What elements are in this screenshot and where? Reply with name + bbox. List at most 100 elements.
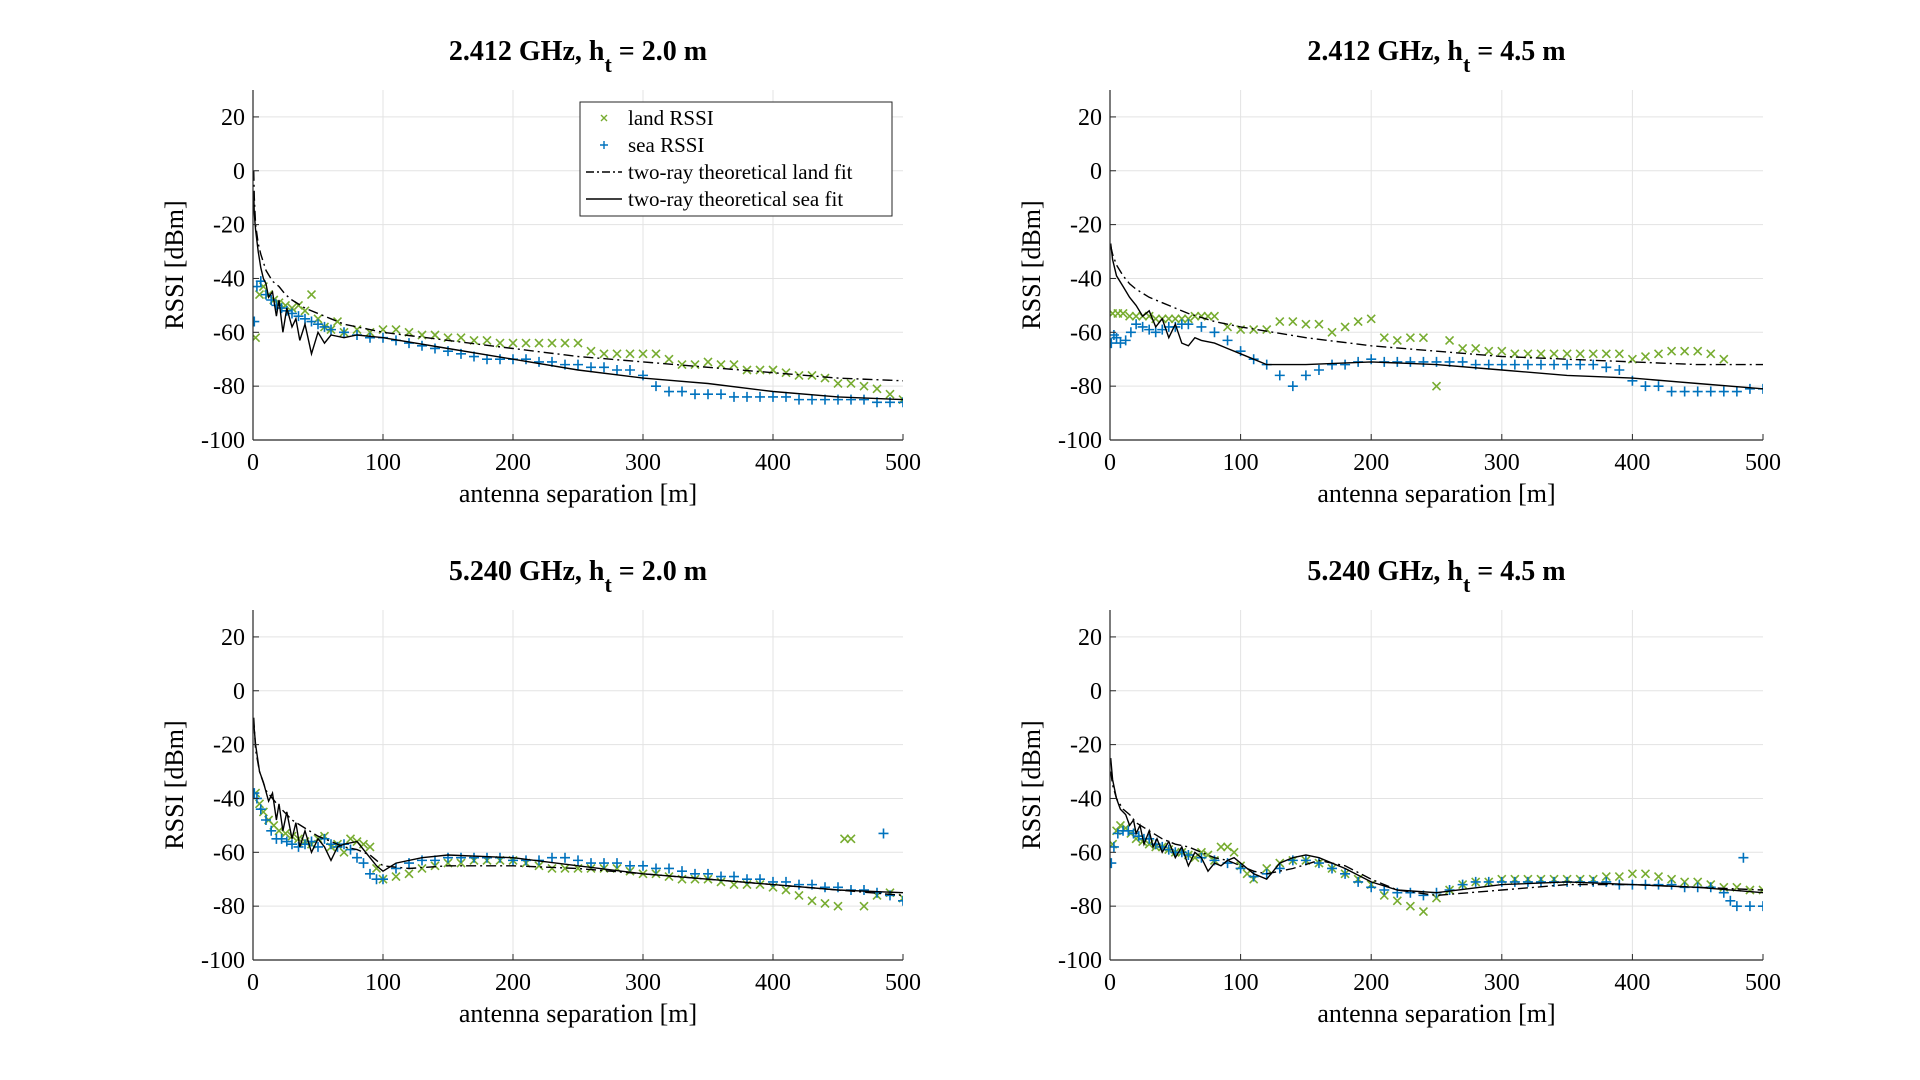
sea-rssi-point (664, 863, 674, 874)
land-rssi-point (332, 316, 343, 327)
x-tick-label: 300 (625, 450, 661, 476)
sea-rssi-point (1457, 356, 1468, 367)
land-rssi-point (846, 834, 856, 844)
land-rssi-point (430, 330, 440, 340)
sea-rssi-point (1274, 863, 1285, 874)
sea-rssi-point (378, 874, 388, 885)
sea-rssi-point (253, 788, 260, 799)
sea-rssi-point (1601, 362, 1612, 373)
sea-rssi-point (358, 858, 369, 869)
sea-rssi-point (573, 359, 583, 370)
sea-rssi-point (266, 295, 277, 305)
sea-rssi-point (755, 391, 765, 402)
sea-rssi-point (1112, 828, 1123, 839)
land-rssi-point (417, 863, 427, 874)
x-tick-label: 400 (1614, 450, 1650, 476)
land-rssi-point (1497, 346, 1507, 356)
sea-rssi-point (612, 365, 622, 375)
sea-rssi-point (573, 855, 583, 866)
y-axis-label: RSSI [dBm] (1017, 200, 1046, 329)
sea-rssi-point (253, 316, 260, 327)
sea-rssi-point (1509, 876, 1520, 887)
y-tick-label: -80 (1070, 894, 1102, 920)
x-tick-label: 100 (365, 970, 401, 996)
chart-title: 5.240 GHz, ht = 4.5 m (1307, 556, 1565, 597)
land-rssi-point (1170, 314, 1180, 324)
sea-rssi-point (482, 354, 492, 365)
land-rssi-point (1118, 308, 1128, 319)
sea-rssi-point (1679, 386, 1690, 397)
land-rssi-point (638, 349, 648, 359)
sea-rssi-point (1392, 356, 1403, 367)
sea-rssi-point (1718, 386, 1729, 397)
land-rssi-point (391, 325, 401, 335)
y-tick-label: -80 (213, 374, 245, 400)
land-rssi-point (560, 863, 570, 874)
sea-rssi-point (482, 852, 492, 863)
land-rssi-point (1484, 346, 1494, 356)
sea-rssi-point (1327, 863, 1338, 874)
x-axis-label: antenna separation [m] (459, 999, 697, 1028)
chart-title: 2.412 GHz, ht = 2.0 m (449, 36, 707, 77)
sea-rssi-point (1183, 319, 1194, 330)
sea-rssi-point (1274, 370, 1285, 381)
sea-rssi-point (1366, 882, 1377, 893)
land-rssi-point (885, 389, 895, 399)
land-rssi-point (1249, 325, 1259, 335)
sea-rssi-point (293, 311, 304, 322)
y-tick-label: -60 (213, 840, 245, 866)
land-rssi-point (1216, 842, 1226, 852)
land-fit-line (253, 717, 903, 897)
sea-rssi-point (417, 340, 427, 351)
land-rssi-point (1640, 869, 1651, 879)
x-tick-label: 0 (247, 450, 259, 476)
x-tick-label: 100 (365, 450, 401, 476)
y-tick-label: 20 (1078, 625, 1102, 651)
sea-rssi-point (898, 895, 903, 906)
legend-entry-label: sea RSSI (628, 133, 704, 157)
land-rssi-point (677, 360, 687, 370)
land-rssi-point (306, 290, 317, 300)
chart-title-main: 2.412 GHz, h (1307, 36, 1463, 67)
plot-area (1110, 243, 1763, 397)
land-rssi-point (1562, 349, 1572, 359)
land-rssi-point (1667, 346, 1677, 356)
legend-entry-label: two-ray theoretical land fit (628, 160, 853, 184)
sea-rssi-point (1731, 386, 1742, 397)
land-rssi-point (1614, 349, 1624, 359)
y-tick-label: 0 (233, 679, 245, 705)
sea-rssi-point (521, 354, 531, 365)
land-rssi-point (1327, 327, 1337, 337)
land-rssi-point (1392, 896, 1402, 906)
sea-rssi-point (1235, 863, 1246, 874)
sea-fit-line (1110, 758, 1763, 894)
land-rssi-point (586, 863, 596, 874)
x-tick-label: 200 (495, 970, 531, 996)
land-rssi-point (1314, 319, 1324, 329)
legend-sea-marker (600, 141, 608, 149)
land-rssi-point (1340, 322, 1350, 332)
y-tick-label: 20 (221, 105, 245, 131)
chart-panel-4: 0 100 200 300 400 500 -100 -80 -60 -40 -20 0 20 anten… (1017, 556, 1781, 1028)
land-rssi-point (1405, 901, 1415, 911)
sea-rssi-point (1575, 359, 1586, 370)
land-rssi-point (586, 346, 596, 356)
land-rssi-point (253, 333, 261, 343)
land-rssi-point (1392, 335, 1402, 345)
sea-fit-line (253, 723, 903, 894)
x-tick-label: 200 (1353, 450, 1389, 476)
x-tick-label: 500 (885, 450, 921, 476)
land-rssi-point (573, 338, 583, 348)
sea-rssi-point (898, 397, 903, 408)
land-rssi-point (1418, 333, 1429, 343)
sea-rssi-point (1640, 381, 1651, 392)
land-rssi-point (1693, 877, 1703, 887)
y-tick-label: 20 (221, 625, 245, 651)
y-axis-label: RSSI [dBm] (160, 720, 189, 849)
sea-rssi-point (391, 863, 401, 874)
x-tick-label: 0 (1104, 970, 1116, 996)
sea-rssi-point (1483, 359, 1494, 370)
y-tick-label: 0 (1090, 679, 1102, 705)
land-rssi-point (1471, 343, 1481, 354)
sea-rssi-point (255, 804, 266, 815)
